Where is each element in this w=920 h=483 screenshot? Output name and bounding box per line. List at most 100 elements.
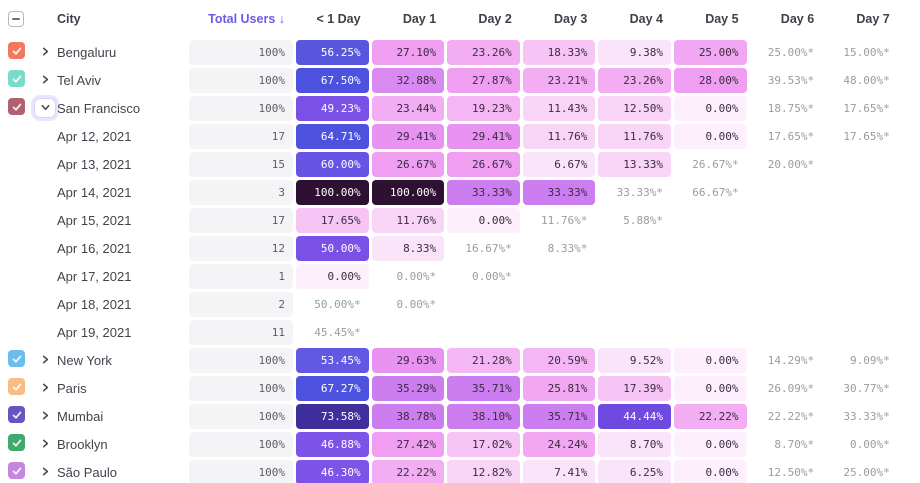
retention-cell-partial[interactable]: 0.00%* bbox=[472, 269, 512, 283]
retention-cell-partial[interactable]: 15.00%* bbox=[843, 45, 890, 59]
retention-cell[interactable]: 11.76% bbox=[598, 123, 671, 149]
retention-cell[interactable]: 67.27% bbox=[296, 375, 369, 401]
retention-cell-partial[interactable]: 48.00%* bbox=[843, 73, 890, 87]
retention-cell[interactable]: 32.88% bbox=[371, 67, 445, 93]
retention-cell[interactable]: 20.59% bbox=[522, 347, 596, 373]
retention-cell[interactable]: 22.22% bbox=[673, 403, 747, 429]
row-checkbox[interactable] bbox=[8, 70, 25, 88]
row-checkbox[interactable] bbox=[8, 406, 25, 424]
retention-cell[interactable]: 29.41% bbox=[447, 123, 520, 149]
retention-cell[interactable]: 26.67% bbox=[447, 151, 520, 177]
retention-cell[interactable]: 0.00% bbox=[296, 263, 369, 289]
retention-cell[interactable]: 100.00% bbox=[296, 179, 369, 205]
retention-cell[interactable]: 8.33% bbox=[371, 235, 445, 261]
retention-cell-partial[interactable]: 30.77%* bbox=[843, 381, 890, 395]
column-header-total-users[interactable]: Total Users ↓ bbox=[208, 12, 285, 26]
retention-cell[interactable]: 0.00% bbox=[447, 207, 520, 233]
retention-cell-partial[interactable]: 66.67%* bbox=[692, 185, 739, 199]
retention-cell-partial[interactable]: 16.67%* bbox=[465, 241, 512, 255]
retention-cell[interactable]: 23.21% bbox=[522, 67, 596, 93]
row-checkbox[interactable] bbox=[8, 462, 25, 480]
retention-cell[interactable]: 33.33% bbox=[447, 179, 520, 205]
retention-cell[interactable]: 11.76% bbox=[371, 207, 445, 233]
expand-chevron-button[interactable] bbox=[34, 434, 56, 454]
retention-cell-partial[interactable]: 22.22%* bbox=[767, 409, 815, 423]
retention-cell-partial[interactable]: 12.50%* bbox=[767, 465, 815, 479]
retention-cell[interactable]: 46.88% bbox=[296, 431, 369, 457]
expand-chevron-button[interactable] bbox=[34, 378, 56, 398]
retention-cell[interactable]: 53.45% bbox=[296, 347, 369, 373]
retention-cell-partial[interactable]: 25.00%* bbox=[767, 45, 815, 59]
retention-cell-partial[interactable]: 33.33%* bbox=[616, 185, 663, 199]
retention-cell-partial[interactable]: 25.00%* bbox=[843, 465, 890, 479]
retention-cell[interactable]: 13.33% bbox=[598, 151, 671, 177]
row-checkbox[interactable] bbox=[8, 378, 25, 396]
expand-chevron-button[interactable] bbox=[34, 462, 56, 482]
retention-cell[interactable]: 25.81% bbox=[522, 375, 596, 401]
retention-cell[interactable]: 0.00% bbox=[673, 431, 747, 457]
retention-cell[interactable]: 29.41% bbox=[371, 123, 445, 149]
retention-cell-partial[interactable]: 11.76%* bbox=[541, 213, 588, 227]
retention-cell-partial[interactable]: 45.45%* bbox=[314, 325, 361, 339]
retention-cell[interactable]: 44.44% bbox=[598, 403, 671, 429]
retention-cell[interactable]: 64.71% bbox=[296, 123, 369, 149]
retention-cell[interactable]: 23.26% bbox=[447, 39, 520, 65]
retention-cell[interactable]: 11.43% bbox=[522, 95, 596, 121]
retention-cell[interactable]: 67.50% bbox=[296, 67, 369, 93]
retention-cell-partial[interactable]: 5.88%* bbox=[623, 213, 663, 227]
retention-cell[interactable]: 33.33% bbox=[522, 179, 596, 205]
retention-cell[interactable]: 35.29% bbox=[371, 375, 445, 401]
retention-cell[interactable]: 0.00% bbox=[673, 375, 747, 401]
retention-cell[interactable]: 7.41% bbox=[522, 459, 596, 483]
retention-cell-partial[interactable]: 26.09%* bbox=[767, 381, 815, 395]
row-checkbox[interactable] bbox=[8, 98, 25, 116]
retention-cell[interactable]: 26.67% bbox=[371, 151, 445, 177]
retention-cell[interactable]: 0.00% bbox=[673, 95, 747, 121]
retention-cell-partial[interactable]: 18.75%* bbox=[767, 101, 815, 115]
retention-cell[interactable]: 73.58% bbox=[296, 403, 369, 429]
collapse-chevron-button[interactable] bbox=[34, 97, 56, 118]
retention-cell[interactable]: 12.50% bbox=[598, 95, 671, 121]
retention-cell[interactable]: 24.24% bbox=[522, 431, 596, 457]
retention-cell[interactable]: 35.71% bbox=[447, 375, 520, 401]
retention-cell-partial[interactable]: 0.00%* bbox=[396, 297, 437, 311]
retention-cell-partial[interactable]: 17.65%* bbox=[767, 129, 815, 143]
retention-cell-partial[interactable]: 17.65%* bbox=[843, 101, 890, 115]
retention-cell[interactable]: 12.82% bbox=[447, 459, 520, 483]
expand-chevron-button[interactable] bbox=[34, 406, 56, 426]
retention-cell[interactable]: 9.52% bbox=[598, 347, 671, 373]
retention-cell[interactable]: 17.39% bbox=[598, 375, 671, 401]
retention-cell-partial[interactable]: 20.00%* bbox=[767, 157, 815, 171]
expand-chevron-button[interactable] bbox=[34, 42, 56, 62]
retention-cell[interactable]: 35.71% bbox=[522, 403, 596, 429]
retention-cell-partial[interactable]: 0.00%* bbox=[396, 269, 437, 283]
retention-cell[interactable]: 0.00% bbox=[673, 347, 747, 373]
retention-cell[interactable]: 8.70% bbox=[598, 431, 671, 457]
select-all-checkbox[interactable] bbox=[8, 11, 24, 27]
expand-chevron-button[interactable] bbox=[34, 70, 56, 90]
retention-cell[interactable]: 17.65% bbox=[296, 207, 369, 233]
row-checkbox[interactable] bbox=[8, 434, 25, 452]
retention-cell[interactable]: 46.30% bbox=[296, 459, 369, 483]
retention-cell[interactable]: 56.25% bbox=[296, 39, 369, 65]
retention-cell-partial[interactable]: 26.67%* bbox=[692, 157, 739, 171]
retention-cell-partial[interactable]: 9.09%* bbox=[850, 353, 890, 367]
retention-cell[interactable]: 18.33% bbox=[522, 39, 596, 65]
retention-cell-partial[interactable]: 8.33%* bbox=[547, 241, 588, 255]
retention-cell[interactable]: 28.00% bbox=[673, 67, 747, 93]
retention-cell[interactable]: 29.63% bbox=[371, 347, 445, 373]
retention-cell[interactable]: 22.22% bbox=[371, 459, 445, 483]
retention-cell-partial[interactable]: 39.53%* bbox=[767, 73, 815, 87]
expand-chevron-button[interactable] bbox=[34, 350, 56, 370]
retention-cell[interactable]: 0.00% bbox=[673, 123, 747, 149]
retention-cell-partial[interactable]: 8.70%* bbox=[774, 437, 815, 451]
retention-cell[interactable]: 38.10% bbox=[447, 403, 520, 429]
row-checkbox[interactable] bbox=[8, 42, 25, 60]
retention-cell[interactable]: 27.10% bbox=[371, 39, 445, 65]
retention-cell-partial[interactable]: 33.33%* bbox=[843, 409, 890, 423]
retention-cell[interactable]: 19.23% bbox=[447, 95, 520, 121]
retention-cell[interactable]: 27.87% bbox=[447, 67, 520, 93]
retention-cell[interactable]: 60.00% bbox=[296, 151, 369, 177]
retention-cell[interactable]: 9.38% bbox=[598, 39, 671, 65]
retention-cell[interactable]: 21.28% bbox=[447, 347, 520, 373]
